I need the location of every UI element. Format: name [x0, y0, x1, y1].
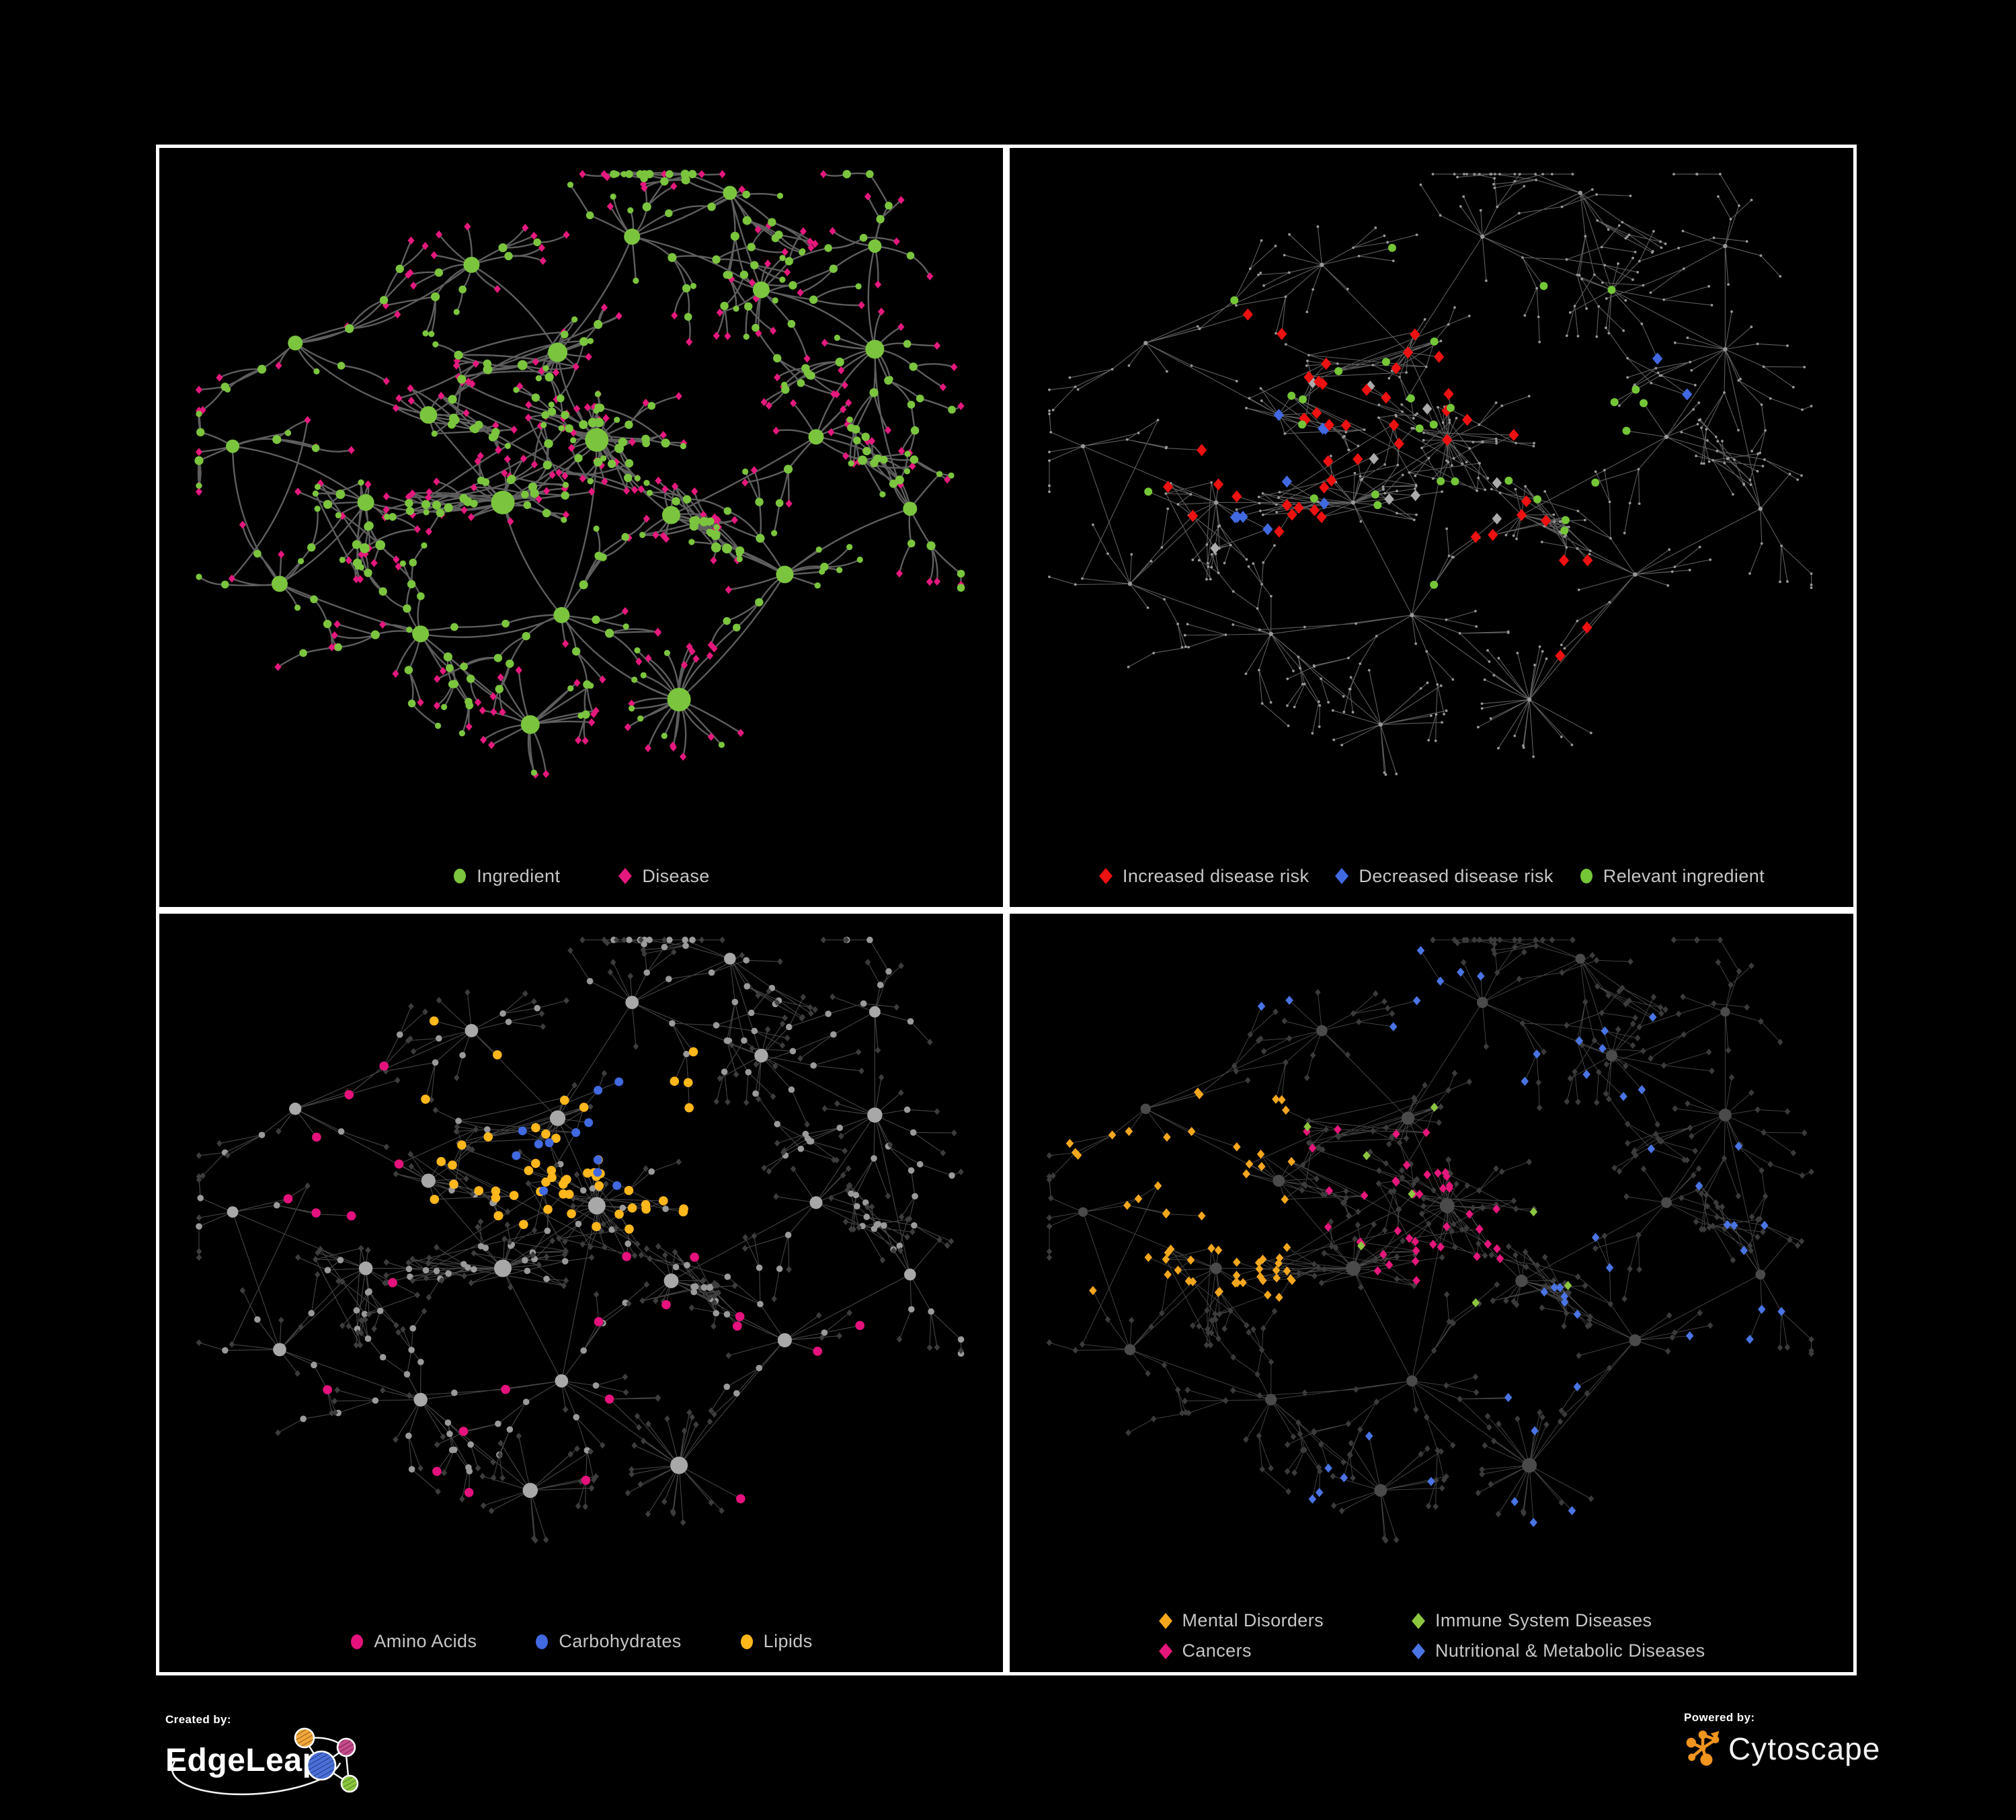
legend-ingredient-disease: Ingredient Disease [159, 866, 1003, 887]
diamond-legend-marker-icon [1411, 1612, 1426, 1629]
panel-ingredient-disease: Ingredient Disease [156, 145, 1006, 910]
panel-disease-risk: Increased disease risk Decreased disease … [1006, 145, 1857, 910]
ingredient-disease-network [194, 169, 965, 779]
disease-categories-network [1046, 936, 1814, 1544]
diamond-legend-marker-icon [618, 868, 633, 884]
legend-macronutrients: Amino Acids Carbohydrates Lipids [159, 1631, 1003, 1652]
panel-grid: Ingredient Disease Increased disease risk… [156, 145, 1857, 1675]
diamond-legend-marker-icon [1334, 868, 1349, 884]
legend-item-ingredient: Ingredient [452, 866, 560, 887]
panel-macronutrients: Amino Acids Carbohydrates Lipids [156, 910, 1006, 1675]
circle-legend-marker-icon [452, 868, 467, 884]
legend-label: Increased disease risk [1122, 865, 1309, 886]
legend-label: Ingredient [477, 865, 561, 886]
powered-by-brand: Cytoscape [1728, 1731, 1881, 1766]
circle-legend-marker-icon [739, 1634, 754, 1650]
legend-item-carbohydrates: Carbohydrates [534, 1631, 681, 1652]
diamond-legend-marker-icon [1158, 1612, 1173, 1629]
macronutrients-network [196, 936, 965, 1544]
powered-by-label: Powered by: [1684, 1711, 1755, 1724]
legend-label: Cancers [1182, 1640, 1252, 1661]
legend-label: Immune System Diseases [1435, 1610, 1652, 1630]
legend-label: Relevant ingredient [1603, 865, 1765, 886]
legend-label: Carbohydrates [559, 1631, 682, 1651]
circle-legend-marker-icon [350, 1634, 364, 1650]
created-by-label: Created by: [165, 1713, 231, 1726]
legend-item-disease: Disease [618, 866, 709, 887]
legend-item-nutritional-metabolic-diseases: Nutritional & Metabolic Diseases [1411, 1640, 1705, 1661]
legend-label: Nutritional & Metabolic Diseases [1435, 1640, 1705, 1661]
circle-legend-marker-icon [534, 1634, 549, 1650]
legend-label: Decreased disease risk [1359, 865, 1554, 886]
panel-disease-categories: Mental Disorders Immune System Diseases Ca… [1006, 910, 1857, 1675]
diamond-legend-marker-icon [1098, 868, 1113, 884]
legend-label: Disease [642, 865, 710, 886]
legend-label: Mental Disorders [1182, 1610, 1324, 1630]
edgeleap-logo-icon: EdgeLeap [165, 1727, 359, 1796]
legend-item-increased-disease-risk: Increased disease risk [1098, 866, 1309, 887]
legend-label: Amino Acids [374, 1631, 477, 1651]
legend-item-amino-acids: Amino Acids [350, 1631, 477, 1652]
diamond-legend-marker-icon [1158, 1643, 1173, 1659]
disease-risk-network [1048, 173, 1813, 776]
legend-item-relevant-ingredient: Relevant ingredient [1579, 866, 1765, 887]
svg-text:EdgeLeap: EdgeLeap [165, 1743, 322, 1778]
created-by-block: Created by: EdgeLeap [165, 1713, 367, 1809]
cytoscape-icon [1686, 1730, 1720, 1766]
powered-by-block: Powered by: Cytoscape [1684, 1711, 1880, 1769]
legend-item-cancers: Cancers [1158, 1640, 1324, 1661]
legend-label: Lipids [763, 1631, 813, 1651]
legend-item-decreased-disease-risk: Decreased disease risk [1334, 866, 1553, 887]
legend-disease-risk: Increased disease risk Decreased disease … [1010, 866, 1853, 887]
legend-item-mental-disorders: Mental Disorders [1158, 1610, 1324, 1631]
legend-disease-categories: Mental Disorders Immune System Diseases Ca… [1158, 1610, 1705, 1661]
legend-item-lipids: Lipids [739, 1631, 813, 1652]
legend-item-immune-system-diseases: Immune System Diseases [1411, 1610, 1705, 1631]
circle-legend-marker-icon [1579, 868, 1594, 884]
diamond-legend-marker-icon [1411, 1643, 1426, 1659]
